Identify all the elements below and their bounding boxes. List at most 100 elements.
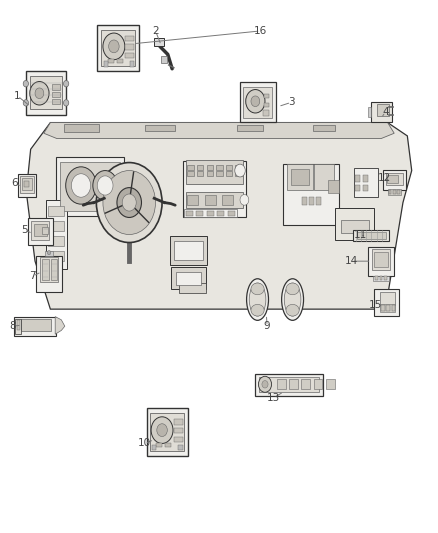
- FancyBboxPatch shape: [187, 171, 194, 176]
- Circle shape: [64, 80, 69, 87]
- FancyBboxPatch shape: [42, 259, 49, 280]
- FancyBboxPatch shape: [125, 44, 134, 50]
- FancyBboxPatch shape: [14, 317, 56, 336]
- Text: 13: 13: [267, 393, 280, 402]
- FancyBboxPatch shape: [363, 175, 368, 182]
- Circle shape: [23, 80, 28, 87]
- FancyBboxPatch shape: [152, 445, 156, 450]
- Circle shape: [97, 176, 113, 195]
- FancyBboxPatch shape: [216, 171, 223, 176]
- Circle shape: [93, 171, 117, 200]
- FancyBboxPatch shape: [52, 84, 60, 90]
- FancyBboxPatch shape: [386, 173, 403, 185]
- FancyBboxPatch shape: [380, 276, 382, 280]
- FancyBboxPatch shape: [31, 221, 49, 240]
- FancyBboxPatch shape: [302, 197, 307, 205]
- FancyBboxPatch shape: [316, 197, 321, 205]
- FancyBboxPatch shape: [368, 246, 394, 276]
- FancyBboxPatch shape: [259, 377, 319, 392]
- FancyBboxPatch shape: [354, 167, 378, 197]
- FancyBboxPatch shape: [150, 413, 184, 451]
- FancyBboxPatch shape: [125, 53, 134, 58]
- Text: 9: 9: [264, 321, 271, 331]
- Circle shape: [262, 381, 268, 388]
- Circle shape: [258, 376, 272, 392]
- FancyBboxPatch shape: [363, 185, 368, 191]
- FancyBboxPatch shape: [97, 25, 139, 70]
- FancyBboxPatch shape: [171, 267, 206, 289]
- FancyBboxPatch shape: [146, 408, 188, 456]
- Text: 11: 11: [353, 230, 367, 239]
- FancyBboxPatch shape: [184, 209, 237, 217]
- FancyBboxPatch shape: [45, 251, 53, 256]
- FancyBboxPatch shape: [186, 192, 243, 208]
- FancyBboxPatch shape: [165, 443, 171, 447]
- FancyBboxPatch shape: [264, 103, 269, 107]
- FancyBboxPatch shape: [264, 94, 269, 98]
- FancyBboxPatch shape: [30, 76, 63, 109]
- FancyBboxPatch shape: [207, 211, 214, 216]
- FancyBboxPatch shape: [301, 379, 310, 389]
- FancyBboxPatch shape: [375, 276, 378, 280]
- FancyBboxPatch shape: [17, 320, 20, 330]
- Text: 15: 15: [369, 300, 382, 310]
- FancyBboxPatch shape: [291, 169, 309, 185]
- Text: 4: 4: [382, 107, 389, 117]
- FancyBboxPatch shape: [18, 174, 36, 197]
- FancyBboxPatch shape: [226, 165, 233, 170]
- FancyBboxPatch shape: [355, 175, 360, 182]
- FancyBboxPatch shape: [355, 185, 360, 191]
- FancyBboxPatch shape: [207, 171, 213, 176]
- FancyBboxPatch shape: [217, 211, 224, 216]
- FancyBboxPatch shape: [101, 30, 135, 66]
- Ellipse shape: [286, 283, 299, 295]
- FancyBboxPatch shape: [48, 206, 64, 216]
- FancyBboxPatch shape: [277, 379, 286, 389]
- Ellipse shape: [251, 304, 264, 316]
- FancyBboxPatch shape: [40, 257, 58, 282]
- FancyBboxPatch shape: [156, 443, 162, 447]
- FancyBboxPatch shape: [244, 87, 272, 118]
- Circle shape: [122, 194, 136, 211]
- Circle shape: [96, 163, 162, 243]
- FancyBboxPatch shape: [186, 159, 243, 183]
- Text: 6: 6: [11, 179, 18, 188]
- Circle shape: [103, 33, 125, 60]
- FancyBboxPatch shape: [372, 249, 390, 270]
- FancyBboxPatch shape: [384, 276, 387, 280]
- FancyBboxPatch shape: [377, 104, 389, 116]
- FancyBboxPatch shape: [186, 211, 193, 216]
- FancyBboxPatch shape: [223, 195, 233, 205]
- FancyBboxPatch shape: [341, 220, 369, 233]
- FancyBboxPatch shape: [383, 170, 406, 190]
- FancyBboxPatch shape: [48, 251, 64, 261]
- FancyBboxPatch shape: [386, 305, 390, 311]
- FancyBboxPatch shape: [374, 289, 399, 316]
- Ellipse shape: [251, 283, 264, 295]
- FancyBboxPatch shape: [314, 379, 322, 389]
- FancyBboxPatch shape: [64, 124, 99, 132]
- FancyBboxPatch shape: [196, 211, 203, 216]
- FancyBboxPatch shape: [130, 61, 134, 67]
- FancyBboxPatch shape: [174, 428, 183, 433]
- Circle shape: [240, 195, 249, 205]
- Circle shape: [30, 82, 49, 105]
- FancyBboxPatch shape: [387, 175, 398, 183]
- FancyBboxPatch shape: [15, 319, 21, 334]
- FancyBboxPatch shape: [236, 165, 242, 170]
- FancyBboxPatch shape: [313, 125, 335, 131]
- Circle shape: [47, 251, 51, 255]
- FancyBboxPatch shape: [104, 61, 108, 67]
- Circle shape: [246, 90, 265, 113]
- FancyBboxPatch shape: [174, 241, 202, 260]
- Circle shape: [157, 424, 167, 437]
- FancyBboxPatch shape: [179, 283, 206, 293]
- FancyBboxPatch shape: [36, 256, 62, 292]
- FancyBboxPatch shape: [328, 180, 339, 193]
- FancyBboxPatch shape: [34, 224, 47, 236]
- FancyBboxPatch shape: [237, 125, 263, 131]
- FancyBboxPatch shape: [379, 292, 395, 305]
- FancyBboxPatch shape: [335, 208, 374, 240]
- Ellipse shape: [247, 279, 268, 320]
- FancyBboxPatch shape: [381, 305, 385, 311]
